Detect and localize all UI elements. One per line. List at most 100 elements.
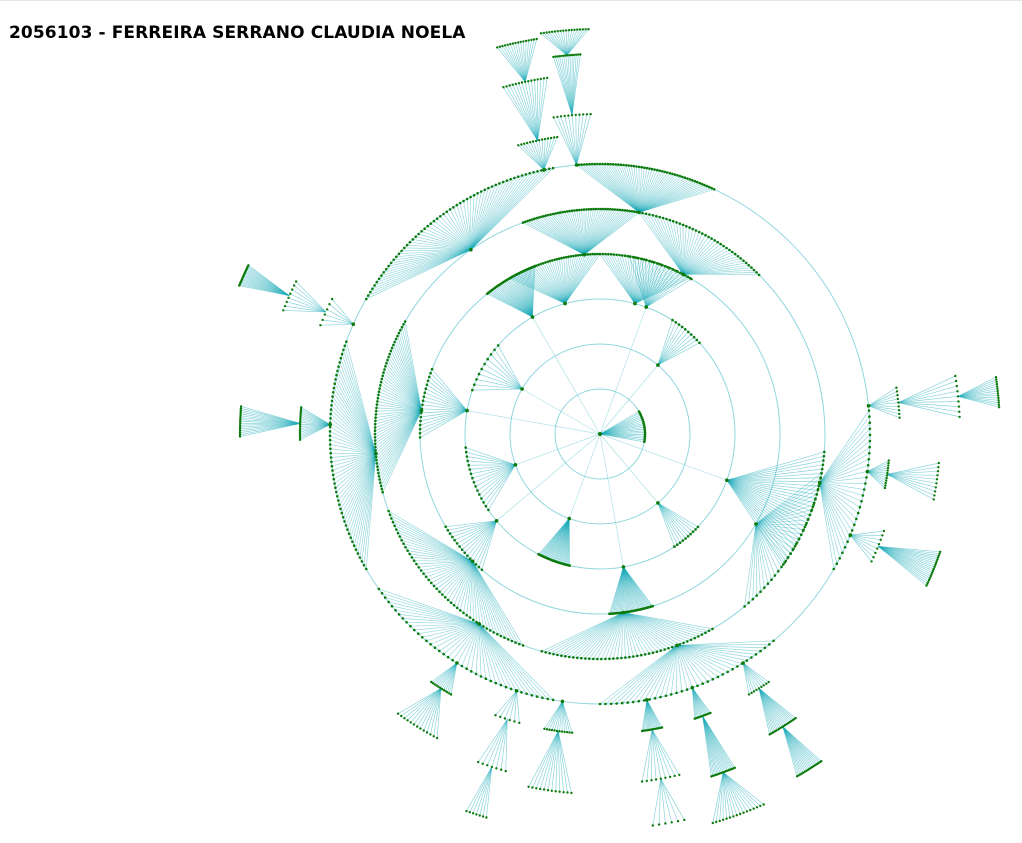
tree-node[interactable] bbox=[574, 163, 579, 167]
tree-node[interactable] bbox=[671, 268, 674, 271]
tree-node[interactable] bbox=[360, 560, 364, 563]
tree-node[interactable] bbox=[690, 685, 695, 690]
tree-node[interactable] bbox=[480, 497, 483, 500]
tree-node[interactable] bbox=[405, 621, 408, 624]
tree-node[interactable] bbox=[534, 264, 538, 268]
tree-node[interactable] bbox=[469, 472, 473, 476]
tree-node[interactable] bbox=[376, 468, 380, 472]
tree-node[interactable] bbox=[518, 642, 521, 646]
tree-node[interactable] bbox=[706, 680, 710, 683]
tree-node[interactable] bbox=[768, 733, 771, 736]
tree-node[interactable] bbox=[935, 560, 938, 563]
tree-node[interactable] bbox=[379, 481, 382, 485]
tree-node[interactable] bbox=[374, 413, 378, 416]
tree-node[interactable] bbox=[757, 687, 761, 690]
tree-node[interactable] bbox=[426, 224, 430, 228]
tree-node[interactable] bbox=[542, 77, 546, 80]
tree-node[interactable] bbox=[369, 290, 372, 294]
tree-node[interactable] bbox=[832, 567, 836, 571]
tree-node[interactable] bbox=[726, 670, 729, 674]
tree-node[interactable] bbox=[521, 221, 525, 224]
tree-node[interactable] bbox=[419, 419, 422, 423]
tree-node[interactable] bbox=[568, 54, 572, 57]
tree-node[interactable] bbox=[387, 600, 390, 604]
tree-node[interactable] bbox=[747, 264, 751, 267]
tree-node[interactable] bbox=[858, 505, 862, 509]
tree-node[interactable] bbox=[466, 459, 470, 463]
tree-node[interactable] bbox=[535, 787, 538, 790]
tree-node[interactable] bbox=[689, 333, 693, 336]
tree-node[interactable] bbox=[793, 544, 797, 548]
tree-node[interactable] bbox=[691, 530, 695, 533]
tree-node[interactable] bbox=[380, 592, 384, 595]
tree-node[interactable] bbox=[418, 436, 422, 439]
tree-node[interactable] bbox=[661, 263, 664, 267]
tree-node[interactable] bbox=[643, 431, 647, 434]
tree-node[interactable] bbox=[390, 346, 394, 350]
tree-node[interactable] bbox=[525, 268, 529, 271]
tree-node[interactable] bbox=[542, 168, 546, 172]
tree-node[interactable] bbox=[721, 673, 725, 676]
tree-node[interactable] bbox=[648, 213, 651, 216]
tree-node[interactable] bbox=[609, 207, 612, 211]
tree-node[interactable] bbox=[329, 417, 332, 420]
tree-node[interactable] bbox=[471, 388, 474, 392]
tree-node[interactable] bbox=[394, 337, 398, 341]
tree-node[interactable] bbox=[298, 436, 302, 440]
tree-node[interactable] bbox=[728, 248, 731, 252]
tree-node[interactable] bbox=[783, 561, 786, 564]
tree-node[interactable] bbox=[489, 629, 492, 632]
tree-node[interactable] bbox=[239, 414, 242, 417]
tree-node[interactable] bbox=[874, 551, 877, 555]
tree-node[interactable] bbox=[330, 460, 333, 464]
tree-node[interactable] bbox=[346, 528, 349, 531]
tree-node[interactable] bbox=[664, 776, 667, 779]
tree-node[interactable] bbox=[560, 654, 563, 657]
tree-node[interactable] bbox=[520, 81, 524, 84]
tree-node[interactable] bbox=[333, 382, 337, 386]
tree-node[interactable] bbox=[513, 176, 516, 180]
tree-node[interactable] bbox=[471, 812, 475, 815]
tree-node[interactable] bbox=[861, 494, 865, 497]
tree-node[interactable] bbox=[452, 604, 456, 607]
tree-node[interactable] bbox=[582, 252, 587, 257]
tree-node[interactable] bbox=[630, 210, 634, 213]
tree-node[interactable] bbox=[530, 38, 533, 42]
tree-node[interactable] bbox=[596, 162, 599, 166]
tree-node[interactable] bbox=[932, 567, 935, 571]
tree-node[interactable] bbox=[335, 490, 338, 494]
tree-node[interactable] bbox=[539, 32, 543, 35]
tree-node[interactable] bbox=[558, 211, 562, 214]
tree-node[interactable] bbox=[716, 240, 719, 244]
tree-node[interactable] bbox=[588, 162, 591, 166]
tree-node[interactable] bbox=[484, 504, 488, 508]
tree-node[interactable] bbox=[478, 493, 481, 496]
tree-node[interactable] bbox=[954, 379, 958, 383]
tree-node[interactable] bbox=[932, 498, 935, 501]
tree-node[interactable] bbox=[321, 318, 324, 322]
tree-node[interactable] bbox=[540, 138, 544, 141]
tree-node[interactable] bbox=[550, 728, 554, 732]
tree-node[interactable] bbox=[330, 297, 334, 301]
tree-node[interactable] bbox=[352, 544, 356, 547]
tree-node[interactable] bbox=[400, 538, 403, 542]
tree-node[interactable] bbox=[586, 253, 590, 256]
tree-node[interactable] bbox=[645, 779, 648, 783]
tree-node[interactable] bbox=[397, 613, 401, 616]
tree-node[interactable] bbox=[725, 817, 728, 820]
tree-node[interactable] bbox=[617, 163, 620, 166]
tree-node[interactable] bbox=[590, 162, 594, 166]
tree-node[interactable] bbox=[570, 53, 574, 57]
tree-node[interactable] bbox=[517, 272, 520, 275]
tree-node[interactable] bbox=[868, 415, 871, 418]
tree-node[interactable] bbox=[896, 397, 900, 401]
tree-node[interactable] bbox=[554, 790, 557, 793]
tree-node[interactable] bbox=[528, 267, 531, 270]
tree-node[interactable] bbox=[568, 209, 571, 213]
tree-node[interactable] bbox=[668, 218, 672, 222]
tree-node[interactable] bbox=[285, 300, 288, 304]
tree-node[interactable] bbox=[291, 288, 294, 291]
tree-node[interactable] bbox=[933, 494, 936, 497]
tree-node[interactable] bbox=[865, 476, 868, 479]
tree-node[interactable] bbox=[745, 659, 749, 662]
